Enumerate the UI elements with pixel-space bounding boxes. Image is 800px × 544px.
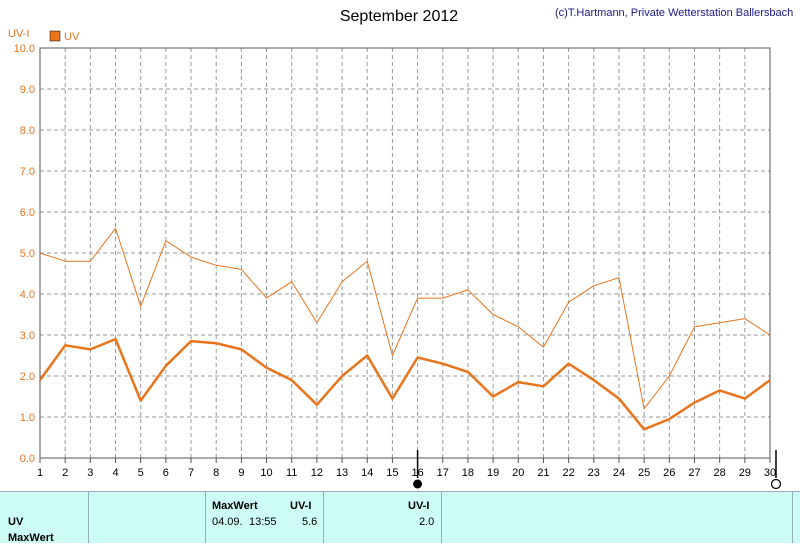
x-tick-label: 2: [62, 467, 68, 479]
max-time: 13:55: [249, 516, 277, 528]
x-tick-labels: 1234567891011121314151617181920212223242…: [37, 458, 776, 479]
series-lines: [38, 227, 771, 431]
x-tick-label: 18: [462, 467, 474, 479]
x-tick-label: 4: [112, 467, 118, 479]
x-tick-label: 30: [764, 467, 776, 479]
legend-label: UV: [64, 31, 80, 43]
x-tick-label: 29: [739, 467, 751, 479]
y-tick-label: 10.0: [14, 43, 35, 55]
x-tick-label: 26: [663, 467, 675, 479]
y-tick-label: 1.0: [20, 412, 35, 424]
x-tick-label: 7: [188, 467, 194, 479]
y-tick-label: 8.0: [20, 125, 35, 137]
x-tick-label: 17: [437, 467, 449, 479]
max-value: 5.6: [302, 516, 318, 528]
x-tick-label: 10: [260, 467, 272, 479]
panel-divider: [88, 492, 89, 543]
x-tick-label: 19: [487, 467, 499, 479]
max-unit: UV-I: [290, 500, 312, 512]
y-axis-unit: UV-I: [8, 28, 29, 40]
x-tick-label: 1: [37, 467, 43, 479]
y-tick-label: 7.0: [20, 166, 35, 178]
x-tick-label: 21: [537, 467, 549, 479]
x-tick-label: 24: [613, 467, 625, 479]
y-tick-label: 5.0: [20, 248, 35, 260]
max-header: MaxWert: [212, 500, 258, 512]
x-tick-label: 8: [213, 467, 219, 479]
series-line-max: [39, 227, 771, 410]
chart-title: September 2012: [340, 8, 458, 25]
col3-unit: UV-I: [408, 500, 430, 512]
x-tick-label: 14: [361, 467, 373, 479]
y-tick-label: 4.0: [20, 289, 35, 301]
x-tick-label: 27: [688, 467, 700, 479]
y-tick-label: 0.0: [20, 453, 35, 465]
x-tick-label: 28: [714, 467, 726, 479]
x-tick-label: 6: [163, 467, 169, 479]
x-tick-label: 25: [638, 467, 650, 479]
y-tick-label: 2.0: [20, 371, 35, 383]
panel-divider: [205, 492, 206, 543]
day-markers: [413, 450, 782, 490]
x-tick-label: 13: [336, 467, 348, 479]
panel-divider: [323, 492, 324, 543]
x-tick-label: 20: [512, 467, 524, 479]
col3-value: 2.0: [419, 516, 435, 528]
row-label-uv: UV: [8, 516, 24, 528]
x-tick-label: 22: [562, 467, 574, 479]
panel-divider: [792, 492, 793, 543]
open-moon-marker: [770, 478, 782, 490]
y-tick-label: 3.0: [20, 330, 35, 342]
chart: September 2012 (c)T.Hartmann, Private We…: [8, 7, 793, 490]
x-tick-label: 3: [87, 467, 93, 479]
grid: [39, 47, 771, 459]
x-tick-label: 11: [286, 467, 297, 479]
x-tick-label: 15: [386, 467, 398, 479]
x-tick-label: 9: [238, 467, 244, 479]
x-tick-label: 12: [311, 467, 323, 479]
series-line-mean: [38, 337, 771, 431]
info-panel: UV MaxWert MaxWert UV-I 04.09. 13:55 5.6…: [0, 491, 800, 544]
row-label-maxwert: MaxWert: [8, 532, 54, 544]
legend-swatch: [49, 30, 61, 42]
panel-divider: [441, 492, 442, 543]
y-tick-labels: 0.0 1.0 2.0 3.0 4.0 5.0 6.0 7.0 8.0 9.0 10.0: [14, 43, 35, 465]
x-tick-label: 5: [138, 467, 144, 479]
filled-moon-marker: [413, 479, 423, 489]
credit-text: (c)T.Hartmann, Private Wetterstation Bal…: [555, 7, 793, 19]
max-date: 04.09.: [212, 516, 243, 528]
x-tick-label: 23: [588, 467, 600, 479]
y-tick-label: 6.0: [20, 207, 35, 219]
y-tick-label: 9.0: [20, 84, 35, 96]
